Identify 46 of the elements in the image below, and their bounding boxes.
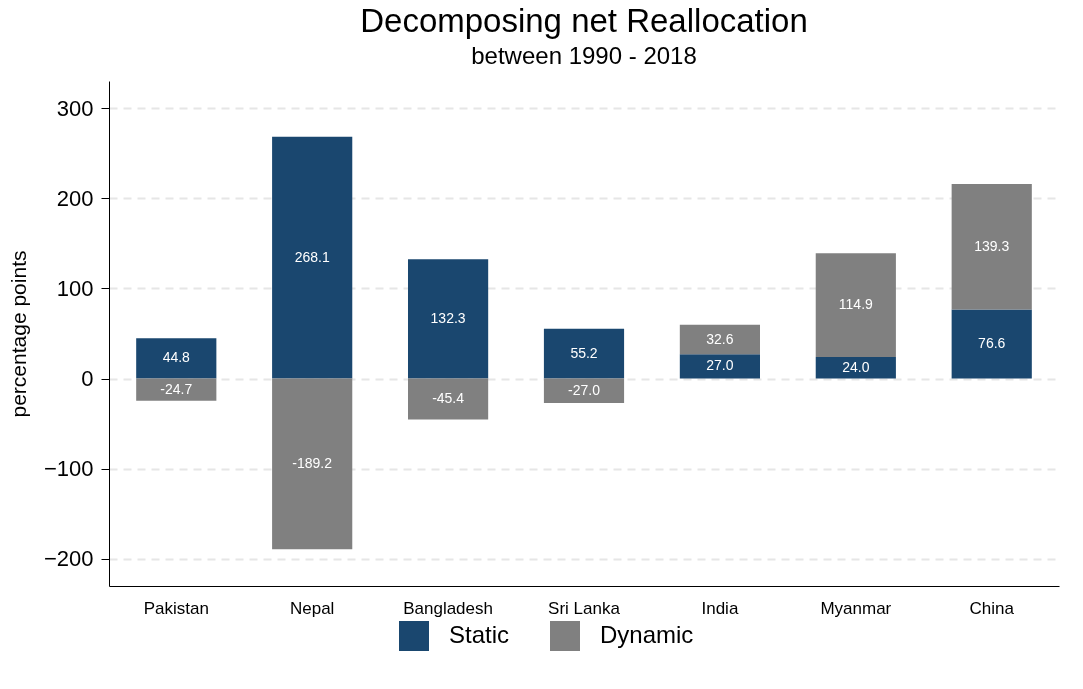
chart-subtitle: between 1990 - 2018 [471,42,697,69]
bar [543,378,625,403]
data-label: 24.0 [842,358,870,375]
bar [136,378,217,401]
y-tick-label: 300 [56,95,94,121]
bar [136,338,217,379]
bar [543,328,625,379]
legend-label: Dynamic [600,621,694,648]
x-tick-label: Bangladesh [403,598,493,618]
data-label: 55.2 [570,344,598,361]
bar [951,183,1032,310]
y-tick-label: −200 [43,546,94,572]
data-label: -189.2 [292,454,333,471]
bar [951,309,1032,379]
bar [815,356,896,379]
bar [679,324,760,355]
data-label: 32.6 [706,330,734,347]
x-tick-label: India [701,598,739,618]
data-label: 27.0 [706,357,734,374]
x-tick-label: Myanmar [820,598,892,618]
x-tick-label: China [969,598,1015,618]
bar [408,378,489,420]
bar [815,253,896,357]
data-label: 139.3 [974,237,1010,254]
data-label: -27.0 [568,381,601,398]
x-tick-label: Nepal [289,598,335,618]
y-tick-label: 0 [81,366,94,392]
data-label: 132.3 [430,309,466,326]
data-label: 44.8 [162,349,191,366]
legend-label: Static [449,621,510,648]
x-tick-label: Sri Lanka [548,598,621,618]
y-tick-label: −100 [43,456,94,482]
y-tick-label: 200 [56,185,94,211]
x-tick-label: Pakistan [143,598,209,618]
bar [679,354,760,379]
chart-title: Decomposing net Reallocation [360,2,808,39]
data-label: 76.6 [978,335,1006,352]
bar [272,136,353,379]
data-label: -45.4 [432,390,465,407]
data-label: 114.9 [838,296,874,313]
y-axis-title: percentage points [6,250,30,418]
data-label: -24.7 [160,380,193,397]
y-tick-label: 100 [56,275,94,301]
data-label: 268.1 [294,248,330,265]
bar [272,378,353,550]
bar [408,259,489,379]
